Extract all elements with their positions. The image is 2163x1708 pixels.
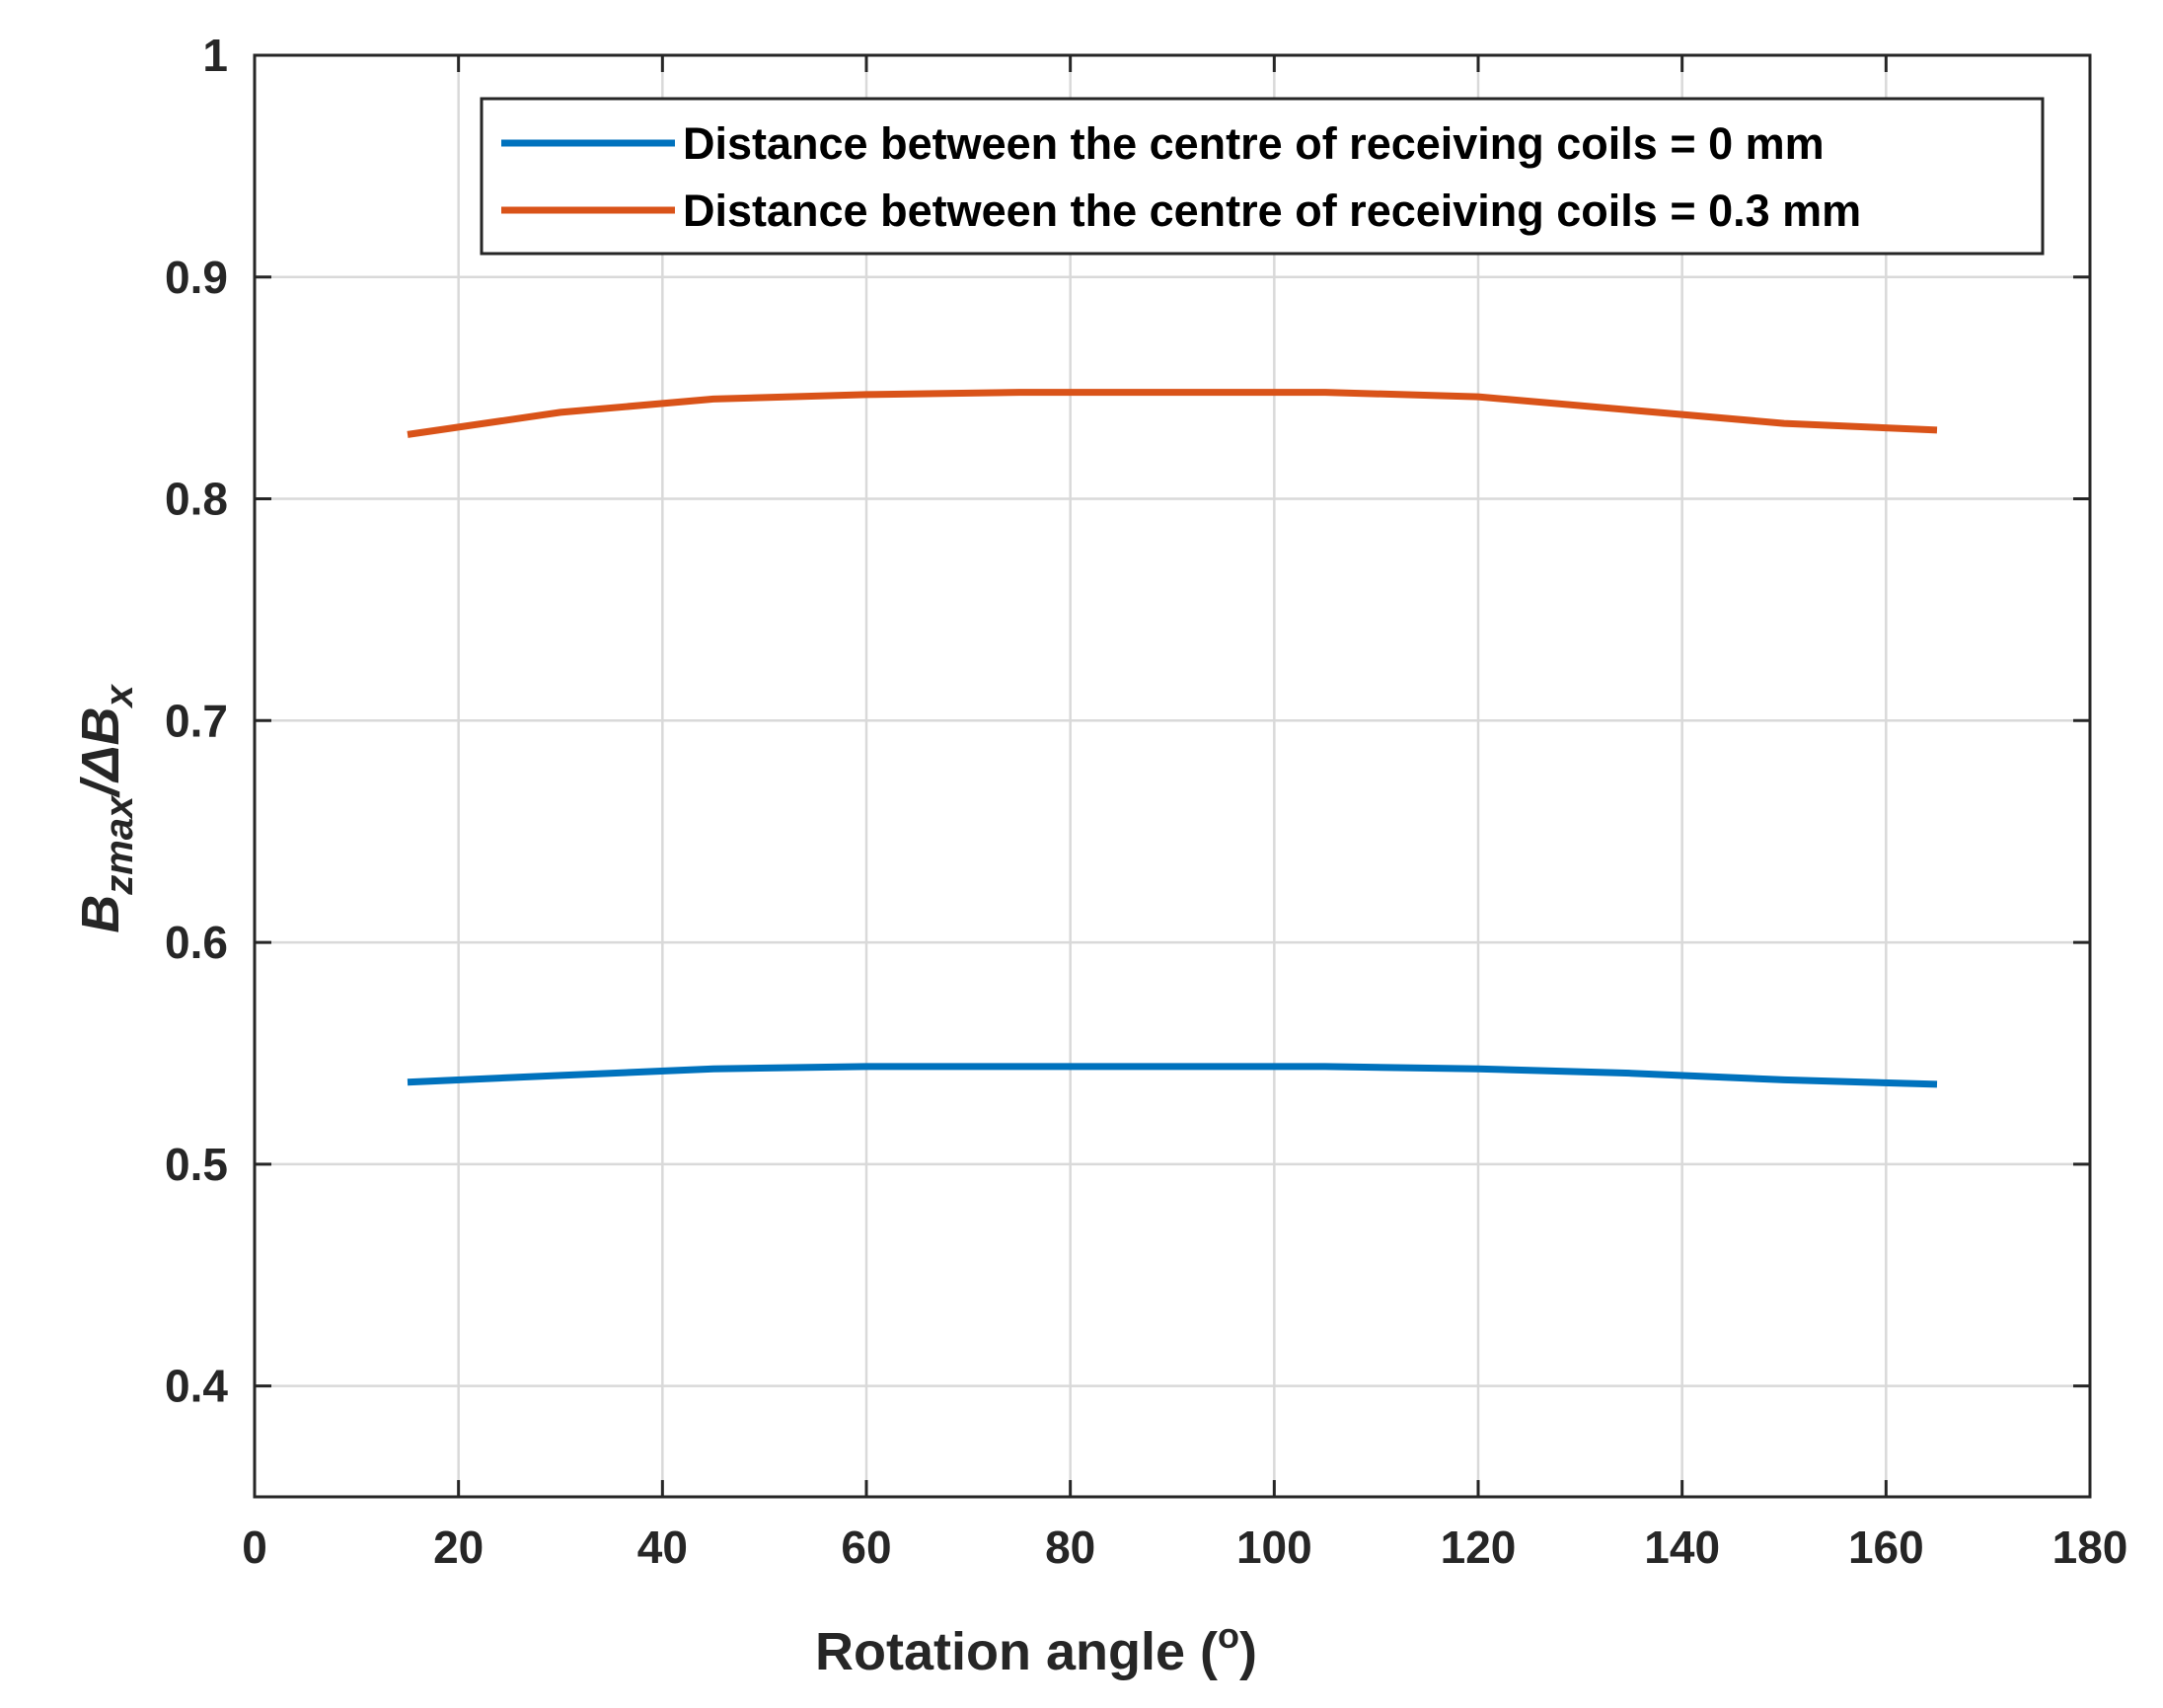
y-tick-label: 0.6 [165,917,228,968]
series-line-1 [407,389,1938,438]
series-line-0 [407,1063,1938,1088]
y-tick-label: 0.5 [165,1139,228,1190]
x-tick-label: 40 [637,1522,688,1573]
series-layer [407,389,1938,1088]
legend-label-0.3mm: Distance between the centre of receiving… [683,186,1861,236]
y-tick-labels: 0.4 0.5 0.6 0.7 0.8 0.9 1 [165,30,228,1412]
y-axis-title: Bzmax/ΔBx [71,683,141,932]
x-tick-labels: 0 20 40 60 80 100 120 140 160 180 [242,1522,2127,1573]
x-tick-label: 20 [433,1522,484,1573]
x-tick-label: 140 [1644,1522,1720,1573]
y-tick-label: 0.9 [165,252,228,303]
y-tick-label: 1 [202,30,228,81]
y-tick-label: 0.4 [165,1361,228,1412]
x-tick-label: 80 [1045,1522,1095,1573]
plot-frame [253,53,2092,1499]
x-tick-label: 180 [2052,1522,2128,1573]
legend-label-0mm: Distance between the centre of receiving… [683,118,1825,169]
x-axis-title: Rotation angle (o) [815,1615,1257,1681]
legend: Distance between the centre of receiving… [480,97,2045,256]
y-tick-label: 0.7 [165,695,228,746]
x-tick-label: 60 [841,1522,891,1573]
x-tick-label: 100 [1236,1522,1312,1573]
legend-box [480,97,2045,256]
grid-layer [255,55,2090,1497]
x-tick-label: 0 [242,1522,267,1573]
y-tick-label: 0.8 [165,474,228,525]
tick-layer [253,53,2092,1497]
x-tick-label: 160 [1848,1522,1924,1573]
x-tick-label: 120 [1441,1522,1517,1573]
